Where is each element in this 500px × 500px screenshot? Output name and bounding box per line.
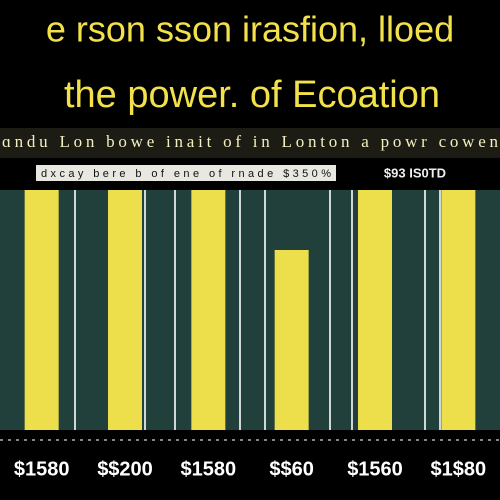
note-strip: [36, 165, 336, 181]
x-tick-label: $1$80: [431, 458, 487, 480]
x-tick-label: $$200: [97, 458, 153, 480]
title-line-2: the power. of Ecoation: [64, 74, 440, 116]
note-right: $93 IS0TD: [384, 165, 446, 180]
bar: [274, 250, 309, 430]
bar: [191, 190, 226, 430]
bar: [358, 190, 392, 430]
bar: [108, 190, 142, 430]
caption-band: [0, 128, 500, 158]
note: dxcay bere b of ene of rnade $350%: [41, 168, 331, 180]
bar: [441, 190, 476, 430]
plot-area: [0, 190, 500, 430]
x-tick-label: $$60: [269, 458, 314, 480]
x-tick-label: $1580: [181, 458, 237, 480]
title-line-1: e rson sson irasfion, lloed: [46, 9, 454, 50]
x-tick-label: $1560: [347, 458, 403, 480]
x-tick-label: $1580: [14, 458, 70, 480]
bar: [24, 190, 59, 430]
